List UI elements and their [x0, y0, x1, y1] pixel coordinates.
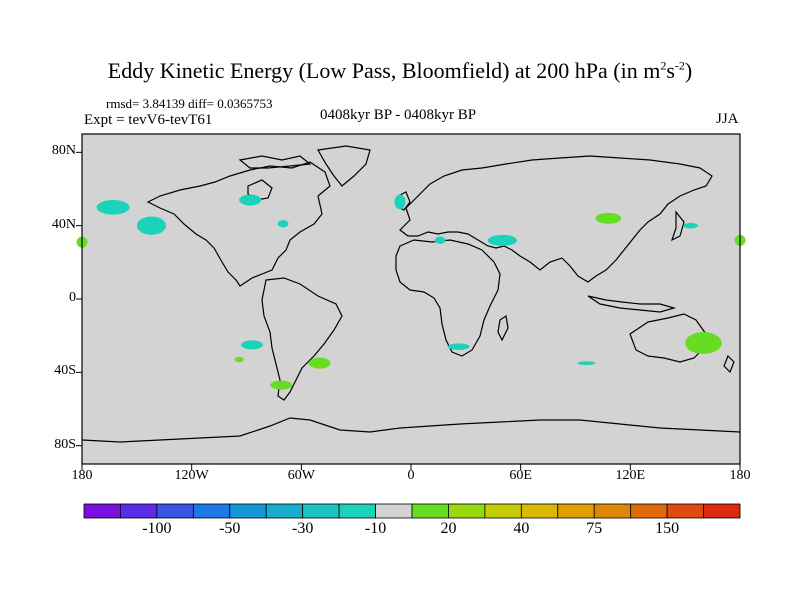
colorbar-label: -30	[291, 520, 314, 537]
coast-arctic-islands	[238, 155, 312, 169]
experiment-label: Expt = tevV6-tevT61	[84, 112, 213, 128]
colorbar-swatch	[192, 503, 231, 519]
lat-label: 80N	[51, 143, 76, 159]
title-main: Eddy Kinetic Energy (Low Pass, Bloomfiel…	[107, 58, 661, 83]
map-border	[81, 133, 741, 465]
colorbar-label: 40	[513, 520, 530, 537]
coast-indonesia	[587, 295, 677, 313]
map-background	[82, 134, 740, 464]
anomaly-region	[234, 356, 244, 363]
colorbar-swatch	[375, 503, 413, 519]
anomaly-region	[394, 194, 406, 210]
anomaly-region	[308, 357, 331, 369]
lat-label: 0	[69, 290, 76, 305]
colorbar-swatch	[666, 503, 704, 519]
colorbar-swatch	[83, 503, 121, 519]
coastlines	[81, 145, 741, 443]
colorbar	[83, 503, 741, 519]
anomaly-region	[487, 234, 518, 246]
colorbar-label: 75	[586, 520, 603, 537]
period-label: 0408kyr BP - 0408kyr BP	[320, 107, 477, 123]
colorbar-label: 150	[655, 520, 680, 537]
coast-north-america	[146, 161, 331, 287]
colorbar-swatch	[557, 503, 595, 519]
anomaly-region	[136, 216, 167, 235]
anomaly-region	[96, 200, 130, 215]
coast-south-america	[261, 277, 343, 401]
coast-africa	[395, 239, 501, 357]
season-label: JJA	[716, 111, 739, 127]
anomaly-region	[685, 332, 722, 354]
colorbar-swatch	[338, 503, 376, 519]
anomaly-region	[239, 194, 262, 206]
anomaly-region	[577, 361, 596, 365]
colorbar-label: 20	[440, 520, 457, 537]
colorbar-swatch	[411, 503, 449, 519]
coast-greenland	[317, 145, 371, 187]
colorbar-label: -10	[364, 520, 387, 537]
lon-label: 60E	[509, 468, 532, 483]
lon-label: 120W	[174, 468, 209, 483]
colorbar-swatch	[484, 503, 522, 519]
colorbar-swatch	[593, 503, 632, 519]
anomaly-layer	[76, 194, 746, 390]
coast-eurasia	[399, 155, 713, 283]
anomaly-region	[241, 340, 263, 350]
lat-label: 40S	[54, 363, 76, 379]
anomaly-region	[595, 212, 622, 224]
coast-new-zealand	[723, 354, 735, 374]
colorbar-label: -50	[219, 520, 241, 537]
coast-madagascar	[497, 314, 509, 342]
lon-label: 180	[71, 468, 93, 483]
colorbar-swatch	[265, 503, 304, 519]
coast-antarctica	[81, 417, 741, 443]
coast-hudson-bay	[247, 179, 273, 201]
title-sup1: 2	[660, 58, 667, 73]
anomaly-region	[447, 343, 470, 350]
colorbar-swatch	[229, 503, 267, 519]
anomaly-region	[277, 220, 289, 228]
rmsd-text: rmsd= 3.84139 diff= 0.0365753	[106, 96, 273, 111]
colorbar-swatch	[156, 503, 194, 519]
coast-japan	[670, 210, 685, 242]
lon-label: 180	[729, 468, 751, 483]
anomaly-region	[683, 222, 698, 229]
colorbar-label: -100	[142, 520, 172, 537]
colorbar-swatch	[630, 503, 668, 519]
axis-ticks	[76, 151, 741, 470]
anomaly-region	[434, 236, 446, 244]
colorbar-swatch	[448, 503, 486, 519]
lat-label: 80S	[54, 436, 76, 452]
colorbar-swatch	[302, 503, 340, 519]
title-end: )	[684, 58, 693, 83]
colorbar-swatch	[520, 503, 559, 519]
colorbar-swatch	[120, 503, 158, 519]
plot-title: Eddy Kinetic Energy (Low Pass, Bloomfiel…	[0, 58, 800, 84]
title-sup2: -2	[674, 58, 685, 73]
title-mid: s	[666, 58, 675, 83]
lat-label: 40N	[51, 216, 76, 232]
lon-label: 0	[407, 468, 415, 483]
anomaly-region	[270, 380, 293, 390]
colorbar-swatch	[703, 503, 741, 519]
lon-label: 60W	[287, 468, 315, 483]
map-frame	[76, 133, 746, 470]
lon-label: 120E	[615, 468, 646, 483]
